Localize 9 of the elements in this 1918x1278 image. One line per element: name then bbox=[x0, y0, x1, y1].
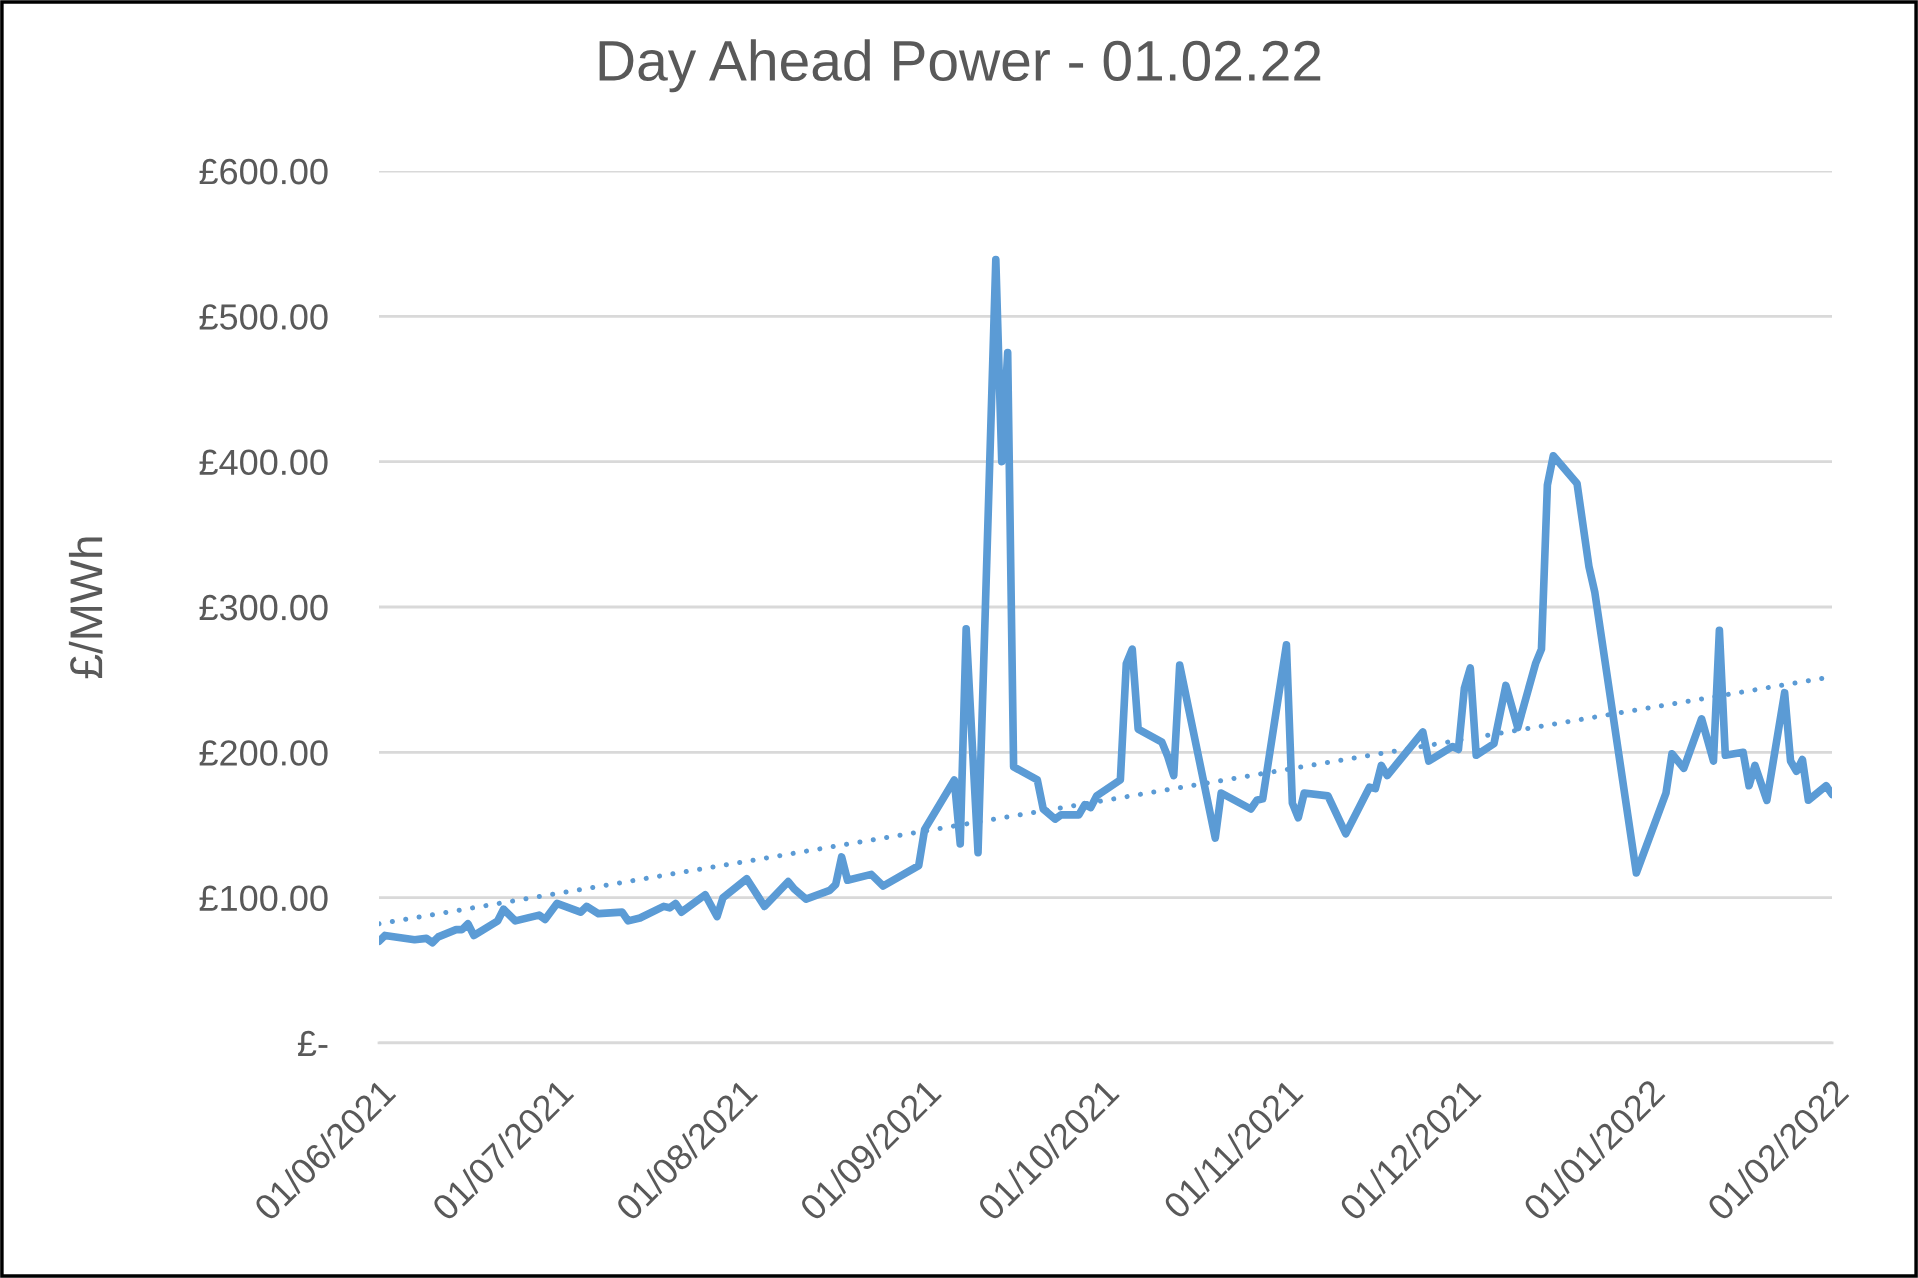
y-tick-label: £100.00 bbox=[199, 885, 328, 912]
y-tick-label: £500.00 bbox=[199, 304, 328, 330]
y-axis-title: £/MWh bbox=[68, 537, 103, 679]
y-tick-label: £200.00 bbox=[199, 740, 328, 766]
y-tick-label: £300.00 bbox=[199, 594, 328, 621]
y-tick-label: £600.00 bbox=[199, 158, 328, 185]
y-tick-label: £400.00 bbox=[199, 449, 328, 476]
y-tick-label: £- bbox=[297, 1030, 328, 1057]
chart-title: Day Ahead Power - 01.02.22 bbox=[599, 39, 1321, 93]
